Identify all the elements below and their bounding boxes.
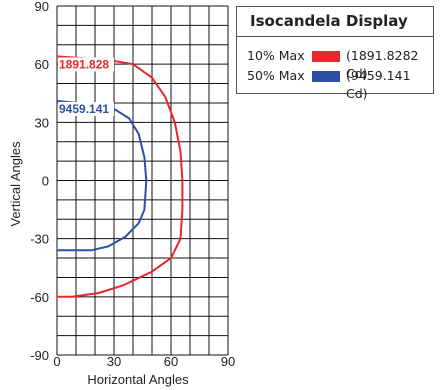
y-tick-label: 90 [35, 0, 49, 14]
y-tick-labels: 90 60 30 0 -30 -60 -90 [30, 0, 49, 363]
y-tick-label: -90 [30, 348, 49, 363]
legend-label: 50% Max [247, 68, 305, 83]
y-axis-label: Vertical Angles [8, 141, 23, 227]
legend-value: (9459.141 Cd) [346, 68, 411, 101]
x-tick-label: 60 [164, 354, 178, 369]
y-tick-label: 60 [35, 57, 49, 72]
legend-label: 10% Max [247, 48, 305, 63]
legend-value: (1891.8282 Cd) [346, 48, 419, 81]
x-tick-labels: 0 30 60 90 [53, 354, 235, 369]
x-axis-label: Horizontal Angles [87, 372, 189, 387]
series-data-label: 9459.141 [59, 102, 109, 116]
y-tick-label: 30 [35, 115, 49, 130]
chart-grid [56, 5, 229, 356]
chart-series: 1891.828 9459.141 [56, 55, 184, 298]
y-tick-label: -30 [30, 232, 49, 247]
legend-panel: Isocandela Display 10% Max (1891.8282 Cd… [236, 6, 434, 101]
x-tick-label: 0 [53, 354, 60, 369]
legend-item-50pct: 50% Max (9459.141 Cd) [237, 67, 433, 101]
y-tick-label: -60 [30, 290, 49, 305]
legend-item-10pct: 10% Max (1891.8282 Cd) [237, 47, 433, 81]
y-tick-label: 0 [42, 174, 49, 189]
series-line [56, 55, 184, 298]
legend-title: Isocandela Display [237, 7, 433, 37]
series-data-label: 1891.828 [59, 57, 109, 71]
series-label-bg [58, 102, 114, 117]
x-tick-label: 30 [107, 354, 121, 369]
legend-swatch [312, 71, 340, 82]
series-label-bg [58, 57, 114, 72]
legend-swatch [312, 51, 340, 62]
x-tick-label: 90 [221, 354, 235, 369]
